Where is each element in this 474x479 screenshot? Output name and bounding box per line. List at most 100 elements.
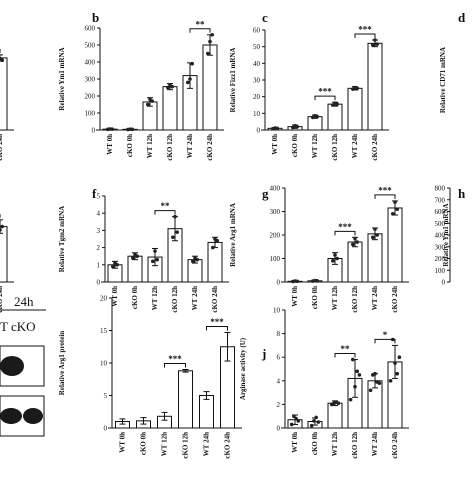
panel-label: j [261,346,266,361]
y-tick-label: 2 [277,401,281,409]
y-axis-label: Relative Arg1 protein [58,331,66,396]
significance-bracket [206,325,228,331]
category-label: cKO 24h [224,432,232,459]
panel-c: c 0 10 20 30 40 50 60 Relative Fizz1 mRNA WT 0h cK… [229,10,389,161]
panel-label: d [458,10,466,25]
bar [347,87,363,131]
data-point [215,238,219,243]
data-point [373,38,377,42]
significance-bracket [354,33,376,38]
bar [367,233,383,283]
y-tick-label: 300 [435,243,446,251]
y-tick-label: 20 [100,295,108,303]
category-label: cKO 0h [140,432,148,455]
y-tick-label: 40 [253,60,261,68]
y-tick-label: 30 [253,77,261,85]
data-point [375,233,380,237]
category-label: cKO 24h [391,432,399,459]
data-point [171,235,175,240]
data-point [348,397,353,402]
category-label: cKO 24h [391,286,399,313]
data-point [275,126,280,131]
significance-bracket [334,353,356,358]
significance-bracket [189,28,211,33]
data-point [357,373,362,377]
western-blot: 24h T cKO [0,294,46,437]
panel-d: d Relative CD71 mRNA [439,10,466,113]
category-label: cKO 0h [131,286,139,309]
data-point [166,85,170,90]
y-tick-label: 100 [270,255,281,263]
y-tick-label: 0 [97,279,101,287]
bar [202,44,218,131]
category-label: WT 0h [271,134,279,155]
y-tick-label: 0 [92,127,96,135]
data-point [195,257,199,262]
data-point [208,39,212,44]
panel-b: b 0 100 200 300 400 500 600 Relative Ym1 mRNA WT … [58,10,224,161]
y-tick-label: 500 [435,220,446,228]
significance-label: *** [168,354,182,364]
y-axis-label: Relative Arg1 mRNA [229,203,237,267]
y-axis-label: Relative Tgm2 mRNA [58,206,66,272]
data-point [373,371,377,376]
data-point [312,419,316,423]
y-tick-label: 200 [435,255,446,263]
significance-label: *** [358,25,372,35]
significance-bracket [164,363,186,368]
category-label: WT 12h [331,286,339,310]
panel-label: f [92,186,97,201]
data-point [314,415,318,420]
data-point [111,264,115,269]
y-tick-label: 0 [277,279,281,287]
category-label: WT 0h [291,432,299,453]
category-label: cKO 24h [206,134,214,161]
data-point [155,257,159,262]
data-point [170,84,174,89]
blot-band-top [0,356,24,376]
data-point [188,77,192,81]
y-tick-label: 0 [442,279,446,287]
data-point [206,51,210,56]
category-label: cKO 0h [126,134,134,157]
panel-label: c [262,10,268,25]
significance-label: *** [318,87,332,97]
y-tick-label: 200 [85,93,96,101]
bar [347,241,363,283]
significance-label: *** [378,185,392,195]
significance-bracket [374,194,396,199]
data-point [391,212,395,216]
data-point [211,245,215,250]
data-point [355,240,360,244]
y-tick-label: 5 [104,392,108,400]
data-point [146,102,150,107]
significance-bracket [314,95,336,101]
panel-h: h 0 100 200 300 400 500 600 700 800 Relative Ym1 m… [435,185,467,287]
y-tick-label: 4 [277,377,281,385]
bar [207,241,223,283]
y-axis-label: Relative Ym1 mRNA [442,203,450,266]
y-axis-label: Relative Ym1 mRNA [58,47,66,110]
data-point [333,253,337,257]
y-tick-label: 300 [85,76,96,84]
data-point [395,371,400,376]
significance-label: ** [341,344,351,354]
y-tick-label: 0 [277,425,281,433]
y-tick-label: 0 [257,127,261,135]
significance-bracket [334,230,356,236]
category-label: WT 0h [111,286,119,307]
data-point [173,214,177,219]
y-tick-label: 400 [435,232,446,240]
data-point [355,86,360,91]
data-point [151,259,155,264]
category-label: WT 24h [371,286,379,310]
y-tick-label: 600 [85,25,96,33]
significance-label: ** [161,201,171,211]
data-point [190,61,194,66]
y-axis-label: Relative CD71 mRNA [439,47,447,113]
data-point [0,224,4,229]
panel-g: g 0 100 200 300 400 Relative Arg1 mRNA WT 0h cKO… [229,185,409,313]
category-label: WT 24h [351,134,359,158]
data-point [397,355,402,360]
